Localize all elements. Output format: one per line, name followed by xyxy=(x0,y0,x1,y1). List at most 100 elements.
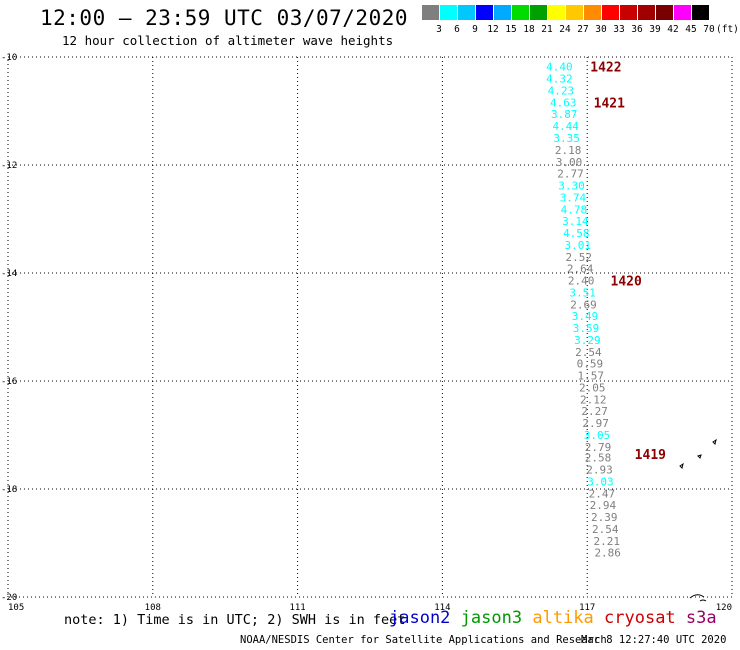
legend-swatch xyxy=(548,5,565,20)
mission-label-jason3: jason3 xyxy=(460,608,523,628)
y-tick-label: -16 xyxy=(1,377,17,387)
wave-height-value: 2.64 xyxy=(567,263,594,276)
y-tick-label: -14 xyxy=(1,269,17,279)
wave-height-value: 3.49 xyxy=(572,310,599,323)
mission-label-altika: altika xyxy=(532,608,594,628)
island-outline xyxy=(712,438,717,445)
legend-label: 33 xyxy=(613,24,625,35)
wave-height-value: 0.59 xyxy=(577,358,604,371)
wave-height-value: 2.77 xyxy=(557,168,584,181)
legend-label: 27 xyxy=(577,24,589,35)
legend-swatch xyxy=(584,5,601,20)
wave-height-value: 2.12 xyxy=(580,393,607,406)
wave-height-value: 3.87 xyxy=(551,108,578,121)
chart-subtitle: 12 hour collection of altimeter wave hei… xyxy=(62,33,394,48)
chart-title: 12:00 – 23:59 UTC 03/07/2020 xyxy=(40,6,409,30)
legend-label: 39 xyxy=(649,24,661,35)
legend-label: 30 xyxy=(595,24,607,35)
x-tick-label: 111 xyxy=(289,603,305,613)
wave-height-value: 3.51 xyxy=(569,286,596,299)
wave-height-value: 4.78 xyxy=(561,203,588,216)
wave-height-value: 3.14 xyxy=(562,215,589,228)
wave-height-value: 2.58 xyxy=(585,452,612,465)
legend-label: 21 xyxy=(541,24,553,35)
x-tick-label: 108 xyxy=(145,603,161,613)
x-tick-label: 114 xyxy=(434,603,450,613)
legend-swatch xyxy=(656,5,673,20)
time-annotation: 1422 xyxy=(590,61,621,76)
wave-height-value: 3.59 xyxy=(573,322,600,335)
time-annotations: 1422 1421 1420 1419 xyxy=(590,61,666,463)
island-outline xyxy=(697,454,702,459)
legend-label: 6 xyxy=(454,24,460,35)
mission-label-s3a: s3a xyxy=(685,608,717,628)
wave-height-value: 2.79 xyxy=(585,441,612,454)
mission-legend: jason2 jason3 altika cryosat s3a xyxy=(389,608,717,628)
wave-height-value: 2.18 xyxy=(555,144,582,157)
legend-label: 9 xyxy=(472,24,478,35)
legend-swatch xyxy=(512,5,529,20)
wave-height-value: 3.00 xyxy=(556,156,583,169)
legend-label: 42 xyxy=(667,24,679,35)
wave-height-value: 2.97 xyxy=(582,417,609,430)
wave-height-value: 4.58 xyxy=(563,227,590,240)
mission-label-jason2: jason2 xyxy=(389,608,451,628)
legend-swatch xyxy=(566,5,583,20)
wave-height-value: 4.32 xyxy=(546,73,573,86)
wave-height-value: 2.47 xyxy=(589,487,616,500)
legend-swatch xyxy=(494,5,511,20)
legend-swatch xyxy=(458,5,475,20)
grid-lines xyxy=(7,56,733,598)
legend-swatch xyxy=(602,5,619,20)
wave-height-value: 3.35 xyxy=(553,132,580,145)
legend-label: 15 xyxy=(505,24,517,35)
legend-swatch xyxy=(620,5,637,20)
wave-height-value: 2.69 xyxy=(570,298,597,311)
wave-height-value: 2.93 xyxy=(586,464,613,477)
wave-height-value: 4.63 xyxy=(550,96,577,109)
legend-label: 18 xyxy=(523,24,535,35)
wave-height-value: 2.39 xyxy=(591,511,618,524)
wave-height-value: 2.94 xyxy=(590,499,617,512)
legend-swatch xyxy=(530,5,547,20)
wave-height-value: 3.01 xyxy=(565,239,592,252)
wave-height-value: 2.54 xyxy=(592,523,619,536)
wave-height-value: 3.30 xyxy=(558,180,585,193)
legend-label: 3 xyxy=(436,24,442,35)
footer-note: note: 1) Time is in UTC; 2) SWH is in fe… xyxy=(64,612,406,628)
time-annotation: 1420 xyxy=(611,275,642,290)
legend-swatch xyxy=(422,5,439,20)
legend-label: 36 xyxy=(631,24,643,35)
mission-label-cryosat: cryosat xyxy=(604,608,676,628)
wave-height-value: 3.05 xyxy=(584,429,611,442)
wave-height-value: 1.57 xyxy=(578,370,605,383)
legend-label: 24 xyxy=(559,24,571,35)
plot-frame xyxy=(7,56,733,598)
axis-labels: 105 108 111 114 117 120 -10 -12 -14 -16 -18 -20 xyxy=(1,53,732,613)
wave-height-value: 3.29 xyxy=(574,334,601,347)
footer-timestamp: Mar 8 12:27:40 UTC 2020 xyxy=(581,634,727,646)
y-tick-label: -18 xyxy=(1,485,17,495)
legend-label: 45 xyxy=(685,24,697,35)
legend-label: 12 xyxy=(487,24,499,35)
footer-credit: NOAA/NESDIS Center for Satellite Applica… xyxy=(240,634,607,646)
time-annotation: 1419 xyxy=(635,448,666,463)
legend-unit: (ft) xyxy=(716,24,739,35)
wave-height-value: 2.54 xyxy=(575,346,602,359)
wave-height-value: 2.40 xyxy=(568,275,595,288)
island-outline xyxy=(679,462,684,469)
legend-swatch xyxy=(692,5,709,20)
legend-swatch xyxy=(674,5,691,20)
island-outline xyxy=(689,594,707,602)
wave-height-value: 4.44 xyxy=(552,120,579,133)
wave-height-value: 2.21 xyxy=(593,535,620,548)
wave-height-value: 2.27 xyxy=(581,405,608,418)
wave-height-value: 4.23 xyxy=(548,84,575,97)
x-tick-label: 120 xyxy=(716,603,732,613)
wave-height-value: 2.86 xyxy=(594,547,621,560)
x-tick-label: 105 xyxy=(8,603,24,613)
wave-height-value: 4.40 xyxy=(546,61,573,74)
wave-height-value: 3.03 xyxy=(587,475,614,488)
legend-label: 70 xyxy=(703,24,715,35)
y-tick-label: -20 xyxy=(1,593,17,603)
